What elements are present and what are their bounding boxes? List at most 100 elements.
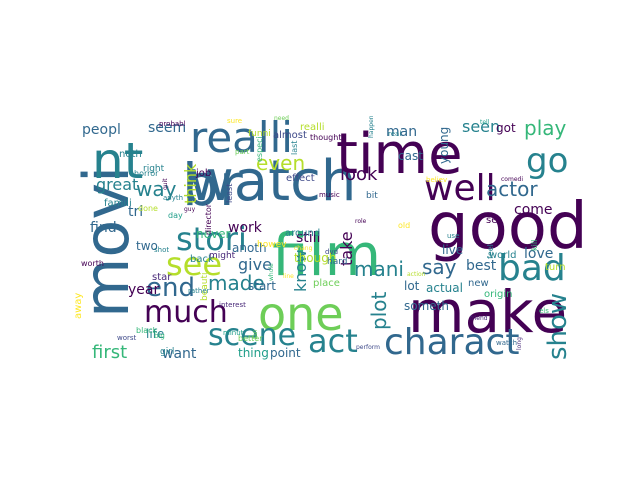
small-word-16: least [225,184,234,203]
medium-word-23: love [524,246,553,262]
big-word-12: scene [208,318,296,353]
medium-word-16: take [337,231,356,266]
small-word-52: perform [356,344,380,351]
medium-word-17: want [162,346,197,362]
medium-word-42: new [468,278,489,289]
small-word-19: world [489,250,517,261]
small-word-5: day [168,211,183,220]
medium-word-28: lot [404,279,420,293]
small-word-67: away [73,293,84,319]
medium-word-15: know [291,250,310,292]
small-word-41: especi [255,136,264,162]
big-word-18: go [526,141,568,181]
small-word-13: effect [286,173,315,184]
medium-word-7: first [92,342,127,363]
medium-word-35: start [248,279,276,293]
small-word-65: worth [81,259,104,268]
small-word-59: set [486,215,501,226]
small-word-54: might [209,251,236,261]
medium-word-8: seen [462,117,500,136]
small-word-50: watch [496,339,517,347]
medium-word-10: seem [148,120,186,136]
big-word-4: good [428,190,588,264]
big-word-9: one [258,287,344,341]
small-word-9: back [190,254,214,265]
medium-word-29: actual [426,281,463,295]
small-word-47: guy [184,206,196,213]
medium-word-32: got [496,121,516,135]
medium-word-6: way [136,177,177,201]
small-word-1: feel [486,244,495,259]
big-word-3: make [408,278,567,346]
small-word-49: rather [188,287,210,295]
big-word-14: bad [498,248,566,289]
small-word-0: horror [134,169,159,178]
small-word-63: dvd [325,248,338,256]
medium-word-0: even [256,151,305,175]
small-word-44: noth [119,149,142,160]
medium-word-5: actor [486,177,538,201]
small-word-55: bit [366,191,378,201]
big-word-7: nt [92,132,143,190]
medium-word-2: mani [354,257,404,281]
medium-word-21: come [514,202,553,218]
medium-word-4: say [422,255,457,279]
small-word-48: tell [480,119,490,126]
small-word-18: role [355,218,367,225]
big-word-6: time [336,122,463,187]
medium-word-1: made [208,271,265,295]
small-word-23: friend [470,315,488,322]
medium-word-39: thing [238,346,269,360]
big-word-15: well [424,168,496,209]
medium-word-40: never [196,227,230,241]
small-word-28: better [238,334,263,343]
small-word-62: last [290,141,299,155]
medium-word-25: two [136,239,158,253]
medium-word-19: work [228,220,263,236]
medium-word-38: point [270,346,301,360]
medium-word-27: best [466,258,497,274]
small-word-17: believ [426,176,447,184]
big-word-1: watch [188,149,356,214]
big-word-17: see [166,245,222,283]
small-word-12: around [285,228,320,239]
small-word-26: happen [368,115,375,138]
medium-word-11: give [238,255,272,274]
medium-word-37: someth [404,299,449,313]
big-word-20: show [543,293,573,360]
medium-word-20: tri [128,204,143,220]
small-word-2: real [388,130,401,138]
big-word-8: realli [190,113,293,162]
big-word-0: movi [70,166,143,318]
small-word-25: interest [219,301,246,309]
small-word-57: hard [327,257,347,267]
medium-word-14: great [96,175,138,194]
small-word-35: turn [545,262,566,273]
small-word-46: chang [294,245,313,252]
small-word-20: comedi [501,176,523,183]
small-word-10: right [143,164,165,174]
small-word-53: big [154,332,165,340]
small-word-33: old [398,221,410,230]
big-word-16: act [308,322,358,360]
small-word-34: place [313,278,340,289]
medium-word-33: though [294,251,336,265]
medium-word-34: anoth [232,241,267,255]
medium-word-24: life [146,327,164,341]
small-word-45: music [319,191,340,199]
small-word-24: director [204,203,213,235]
big-word-5: br [182,151,243,219]
small-word-30: quit [162,178,169,190]
small-word-40: sure [227,117,242,125]
small-word-6: girl [160,347,174,357]
small-word-7: part [235,148,250,156]
medium-word-18: year [128,282,159,298]
small-word-11: whole [268,263,275,281]
medium-word-13: plot [367,292,391,330]
medium-word-31: man [386,124,417,140]
small-word-22: probabl [159,120,186,128]
small-word-29: funni [248,129,271,139]
small-word-58: fan [252,329,259,339]
small-word-42: minut [223,329,244,337]
